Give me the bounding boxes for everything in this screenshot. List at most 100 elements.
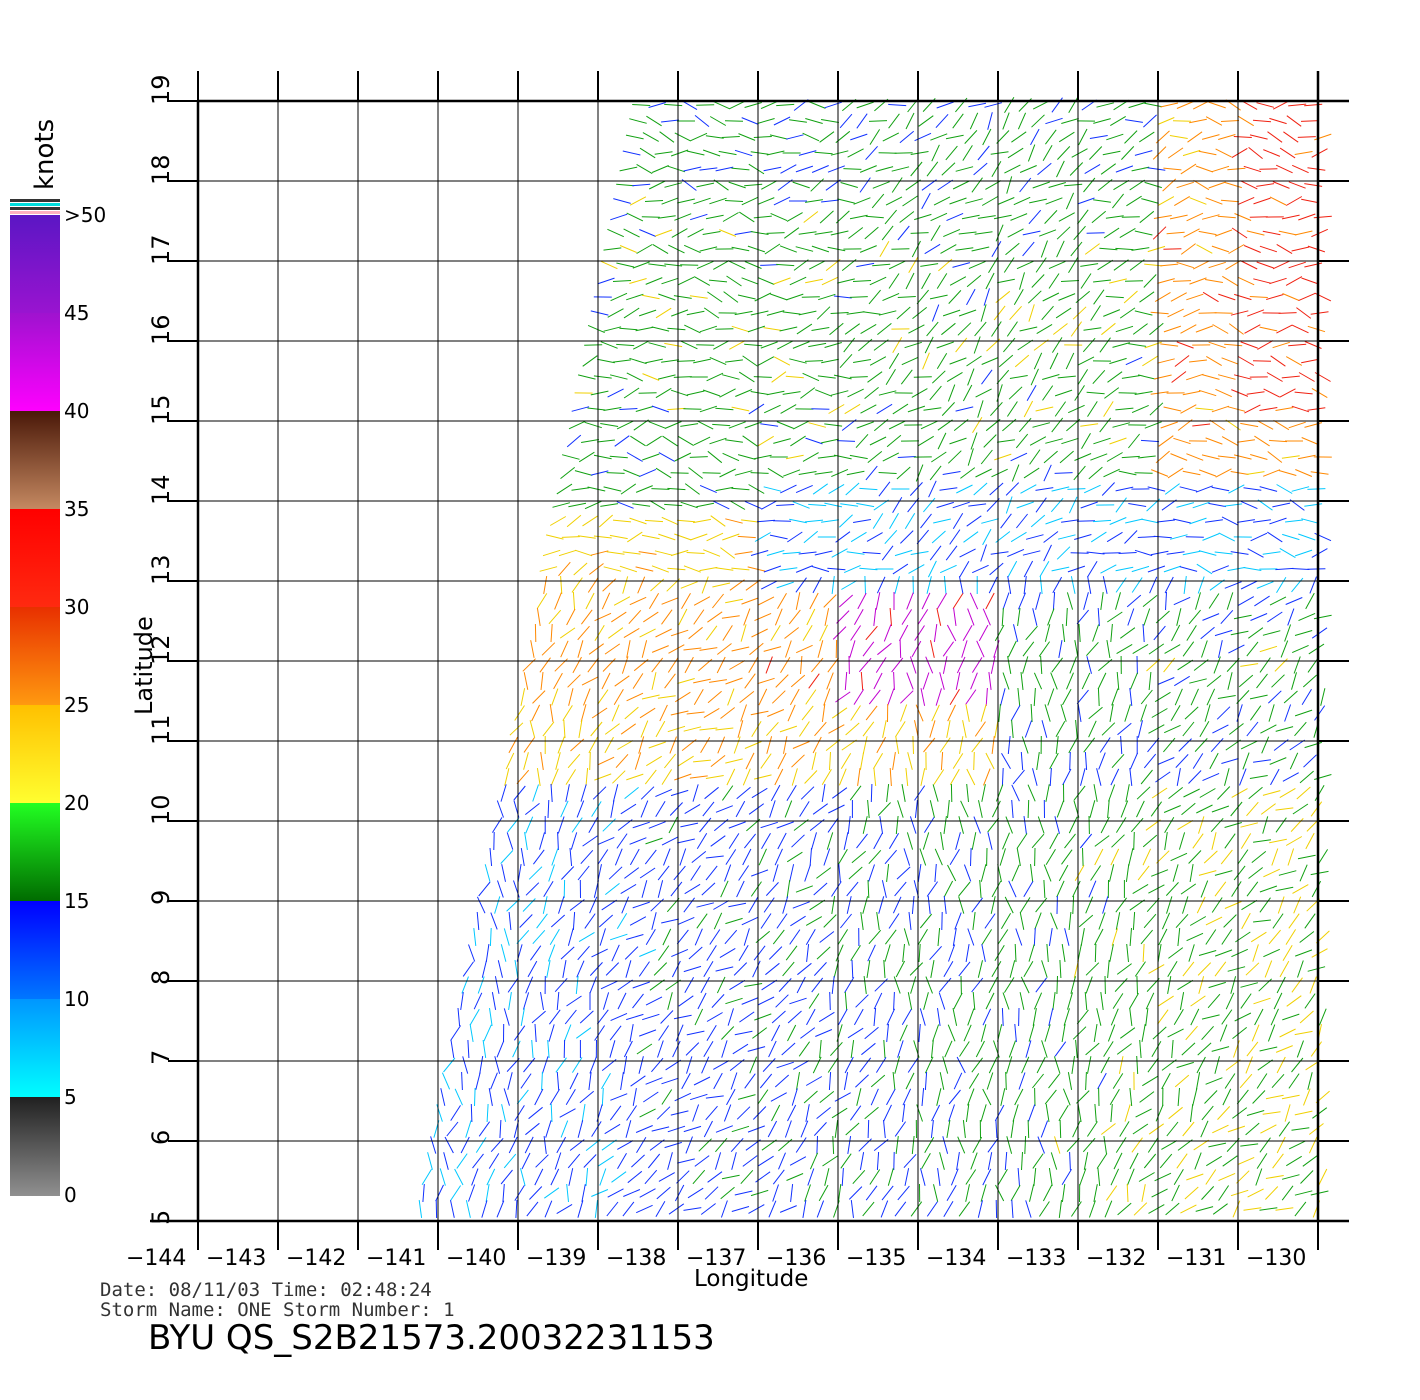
wind-vector [569, 1072, 579, 1090]
wind-vector [1161, 1072, 1171, 1090]
wind-vector [446, 1121, 459, 1137]
wind-vector [1007, 147, 1024, 159]
colorbar-segment [10, 705, 60, 804]
wind-vector [651, 1126, 670, 1132]
wind-vector [750, 231, 769, 235]
wind-vector [633, 419, 649, 431]
wind-vector [779, 326, 798, 332]
wind-vector [542, 549, 561, 557]
wind-vector [657, 215, 676, 219]
wind-vector [741, 117, 759, 125]
wind-vector [930, 1120, 934, 1138]
wind-vector [486, 1103, 489, 1123]
wind-vector [997, 1168, 1008, 1186]
wind-vector [1196, 804, 1213, 814]
wind-vector [1043, 544, 1052, 562]
wind-vector [859, 567, 878, 571]
wind-vector [897, 1185, 910, 1201]
wind-vector [956, 656, 966, 674]
wind-vector [1137, 720, 1143, 738]
wind-vector [1124, 530, 1138, 544]
wind-vector [1092, 624, 1100, 642]
wind-vector [1164, 817, 1175, 833]
wind-vector [645, 358, 663, 364]
wind-vector [580, 849, 594, 865]
wind-vector [489, 1008, 493, 1026]
wind-vector [734, 1190, 753, 1196]
wind-vector [1017, 339, 1033, 351]
wind-vector [1243, 1207, 1262, 1211]
wind-vector [1023, 560, 1034, 578]
wind-vector [741, 916, 759, 926]
wind-vector [645, 929, 656, 945]
wind-vector [1256, 1153, 1268, 1169]
wind-vector [723, 1104, 732, 1122]
wind-vector [670, 710, 689, 716]
wind-vector [744, 343, 763, 347]
wind-vector [1307, 167, 1326, 171]
wind-vector [1221, 1009, 1233, 1025]
wind-vector [1083, 177, 1096, 193]
wind-vector [814, 721, 827, 737]
wind-vector [1134, 391, 1153, 395]
wind-vector [1057, 146, 1071, 160]
wind-vector [1166, 551, 1185, 555]
wind-vector [507, 1072, 513, 1090]
wind-vector [847, 1136, 852, 1154]
wind-vector [1068, 911, 1072, 931]
wind-vector [561, 536, 580, 538]
wind-vector [1061, 1169, 1072, 1185]
wind-vector [1025, 1040, 1032, 1058]
wind-vector [1022, 656, 1029, 674]
wind-vector [1186, 293, 1204, 301]
wind-vector [760, 423, 779, 427]
wind-vector [1094, 928, 1104, 946]
wind-vector [983, 768, 991, 786]
wind-vector [577, 1120, 584, 1138]
wind-vector [612, 519, 632, 523]
wind-vector [1256, 673, 1268, 689]
wind-vector [1058, 1200, 1062, 1218]
wind-vector [616, 913, 628, 929]
wind-vector [922, 352, 930, 370]
wind-vector [911, 388, 928, 398]
wind-vector [687, 1187, 704, 1199]
wind-vector [1281, 1185, 1294, 1201]
wind-vector [1201, 1014, 1220, 1020]
wind-vector [1022, 230, 1041, 236]
wind-vector [1276, 976, 1286, 994]
wind-vector [750, 1189, 769, 1197]
wind-vector [626, 1013, 644, 1021]
wind-vector [1246, 881, 1259, 897]
wind-vector [1279, 547, 1296, 559]
wind-vector [991, 736, 995, 754]
wind-vector [850, 133, 868, 141]
wind-vector [985, 752, 995, 770]
wind-vector [1176, 181, 1194, 189]
wind-vector [796, 323, 813, 335]
wind-vector [540, 752, 544, 770]
wind-vector [610, 800, 615, 818]
wind-vector [1313, 215, 1332, 219]
wind-vector [923, 817, 935, 833]
wind-vector [615, 753, 629, 769]
wind-vector [1180, 324, 1197, 334]
wind-vector [736, 1106, 751, 1120]
wind-vector [1224, 833, 1236, 849]
wind-vector [869, 356, 887, 366]
wind-vector [758, 435, 774, 447]
wind-vector [560, 1120, 569, 1138]
wind-vector [456, 1153, 468, 1169]
wind-vector [1224, 503, 1243, 507]
wind-vector [886, 1008, 896, 1026]
wind-vector [1174, 195, 1190, 207]
wind-vector [1067, 404, 1085, 414]
wind-vector [952, 753, 964, 769]
wind-vector [1311, 627, 1328, 639]
wind-vector [744, 421, 762, 429]
wind-vector [1096, 1008, 1102, 1026]
wind-vector [699, 647, 718, 651]
wind-vector [503, 928, 510, 946]
wind-vector [1240, 580, 1258, 590]
wind-vector [1263, 388, 1280, 398]
